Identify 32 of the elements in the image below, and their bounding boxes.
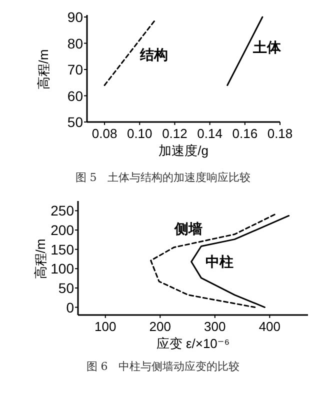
y-tick-label: 60: [67, 88, 84, 104]
y-axis-title: 高程/m: [36, 49, 51, 90]
x-tick-label: 200: [149, 319, 171, 334]
x-tick-label: 100: [94, 319, 116, 334]
x-tick-label: 0.08: [92, 126, 118, 141]
y-axis-title: 高程/m: [33, 238, 48, 280]
caption: 图 6 中柱与侧墙动应变的比较: [86, 360, 240, 373]
y-tick-label: 0: [66, 299, 74, 316]
x-axis-title: 加速度/g: [158, 143, 208, 158]
x-axis-title: 应变 ε/×10⁻⁶: [156, 336, 230, 351]
y-tick-label: 150: [50, 241, 74, 258]
x-tick-label: 0.12: [162, 126, 188, 141]
y-tick-label: 250: [50, 202, 74, 219]
x-tick-label: 300: [204, 319, 226, 334]
x-tick-label: 0.16: [232, 126, 258, 141]
y-tick-label: 200: [50, 222, 74, 238]
x-tick-label: 0.10: [126, 126, 152, 141]
y-tick-label: 70: [67, 62, 84, 78]
x-tick-label: 0.18: [267, 126, 293, 141]
x-tick-label: 400: [258, 319, 281, 334]
caption: 图 5 土体与结构的加速度响应比较: [75, 171, 251, 184]
y-tick-label: 100: [50, 260, 74, 277]
series-label: 结构: [138, 46, 168, 62]
series-label: 中柱: [205, 254, 234, 270]
line-series: [150, 214, 276, 308]
series-label: 侧墙: [174, 220, 203, 236]
y-tick-label: 90: [67, 9, 84, 25]
series-label: 土体: [252, 39, 282, 56]
y-tick-label: 50: [58, 280, 74, 296]
y-tick-label: 80: [67, 35, 84, 52]
x-tick-label: 0.14: [197, 126, 222, 141]
y-tick-label: 50: [67, 114, 84, 130]
